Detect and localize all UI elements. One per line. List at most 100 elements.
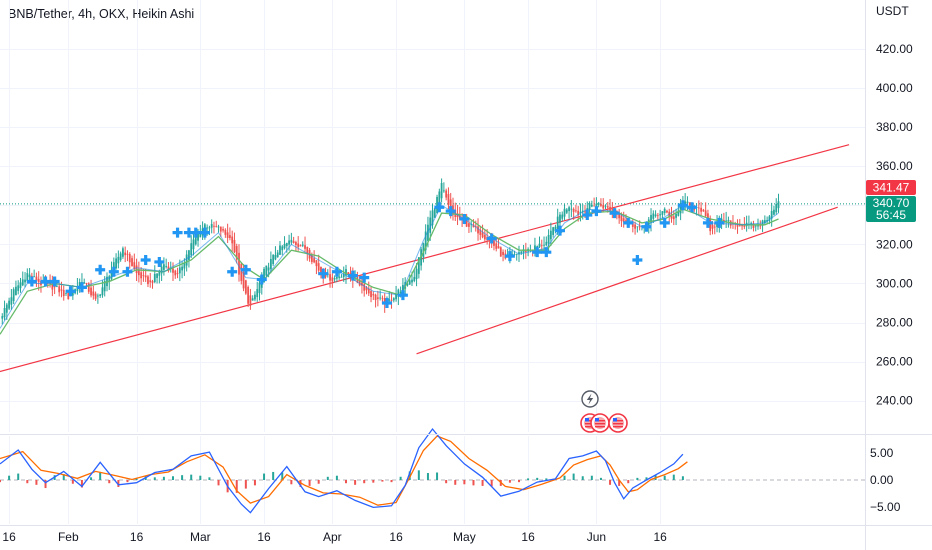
candle-body [579,211,582,213]
candle-body [99,294,102,296]
buy-marker [172,227,183,238]
candle-body [593,205,596,207]
price-tick-label: 300.00 [876,276,913,290]
candle-body [190,243,193,256]
histogram-bar [126,480,129,483]
histogram-bar [545,478,548,480]
candle-body [242,272,245,289]
sell-marker [641,221,652,232]
candle-body [436,197,438,214]
candle-body [215,226,218,228]
candle-body [365,287,368,291]
candle-body [153,273,156,283]
candle-body [759,225,762,227]
histogram-bar [235,480,238,493]
candle-body [768,216,771,221]
candle-body [570,208,573,210]
sell-marker [76,282,87,293]
candle-body [754,225,757,227]
histogram-bar [636,477,639,480]
candle-body [90,287,92,296]
histogram-bar [71,480,74,484]
oscillator-axis[interactable]: 5.00 0.00 −5.00 [870,446,901,514]
candle-body [115,258,117,269]
candle-body [285,243,288,247]
candle-body [310,254,313,263]
candle-body [697,207,700,209]
candle-body [251,298,254,301]
candle-body [8,300,11,309]
candle-body [390,299,393,301]
price-tick-label: 260.00 [876,355,913,369]
candle-body [600,203,602,206]
candle-body [301,244,304,246]
candle-body [96,295,99,297]
candle-body [288,240,290,245]
candle-body [470,224,473,226]
candle-body [702,209,705,212]
histogram-bar [108,480,111,484]
candle-body [3,308,6,318]
time-tick-label: 16 [521,530,535,544]
us-flag-event-icon[interactable] [608,413,628,433]
signal-line [0,435,688,506]
candle-body [137,269,140,276]
candle-body [413,276,416,282]
candle-body [631,222,634,227]
candle-body [440,183,443,199]
candle-body [763,220,766,224]
candle-body [397,289,400,297]
buy-marker [609,208,620,219]
candle-body [388,299,391,301]
buy-marker [582,210,593,221]
buy-marker [227,266,238,277]
candle-body [131,258,133,267]
sell-marker [199,227,210,238]
candle-body [33,276,36,278]
histogram-bar [618,480,621,486]
candle-body [449,199,452,212]
candle-body [51,283,54,290]
candle-body [372,294,375,296]
candle-body [556,216,559,229]
histogram-bar [335,475,338,480]
candle-body [188,250,190,261]
candle-body [176,272,179,274]
candle-body [122,248,124,257]
candle-body [408,280,411,285]
candle-body [554,226,557,232]
candle-body [711,224,714,229]
candle-body [224,229,227,235]
buy-marker [140,255,151,265]
candle-body [524,250,527,252]
histogram-bar [536,477,539,480]
candle-body [545,241,548,246]
candle-body [62,289,65,297]
candle-body [606,206,609,208]
candle-body [588,203,591,210]
histogram-bar [572,473,575,480]
time-tick-label: Apr [323,530,342,544]
lightning-icon[interactable] [581,390,599,408]
candle-body [738,225,741,227]
candle-body [609,206,611,211]
time-axis[interactable]: 16 Feb 16 Mar 16 Apr 16 May 16 Jun 16 [2,530,667,544]
histogram-bar [326,476,329,480]
candle-body [679,202,682,214]
candle-body [65,292,67,294]
candle-body [741,225,743,227]
buy-marker [677,200,688,211]
histogram-bar [281,472,284,480]
price-axis[interactable]: 420.00400.00380.00360.00340.00320.00300.… [876,42,913,408]
candle-body [497,246,500,249]
candle-body [559,214,561,223]
candle-body [267,267,270,271]
candle-body [700,207,703,212]
candle-body [552,227,555,235]
histogram-bar [408,471,411,480]
candle-body [438,191,441,206]
candle-body [406,283,409,286]
us-flag-event-icon[interactable] [590,413,610,433]
histogram-bar [17,473,20,480]
